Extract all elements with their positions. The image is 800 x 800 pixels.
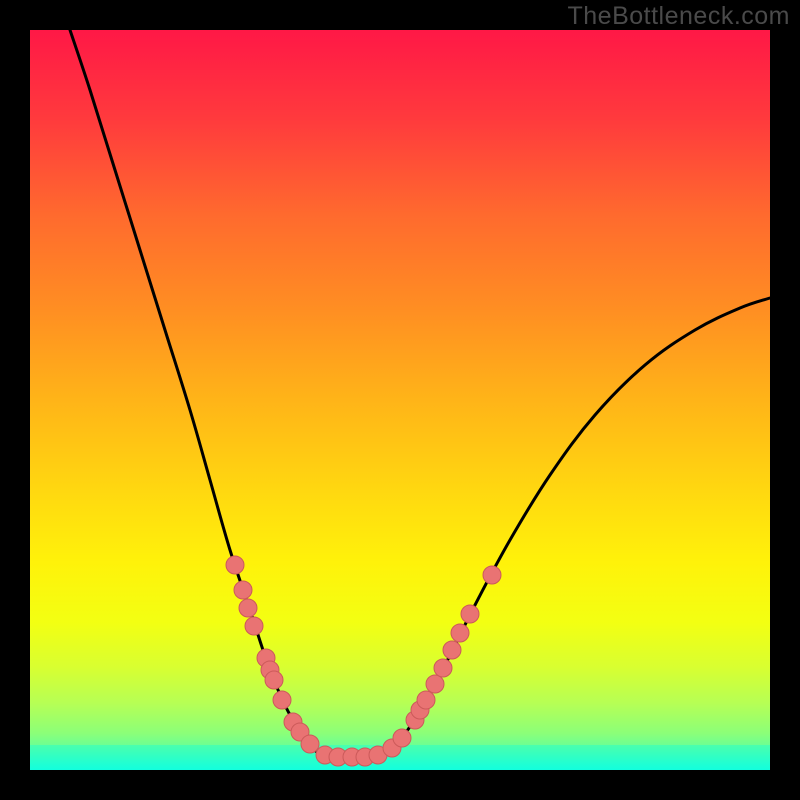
data-marker xyxy=(234,581,252,599)
plot-area xyxy=(30,30,770,770)
data-marker xyxy=(461,605,479,623)
bottleneck-curve xyxy=(70,30,770,757)
data-marker xyxy=(443,641,461,659)
data-marker xyxy=(393,729,411,747)
chart-canvas: TheBottleneck.com xyxy=(0,0,800,800)
data-marker xyxy=(265,671,283,689)
data-marker xyxy=(245,617,263,635)
marker-group xyxy=(226,556,501,766)
data-marker xyxy=(451,624,469,642)
data-marker xyxy=(483,566,501,584)
data-marker xyxy=(426,675,444,693)
data-marker xyxy=(434,659,452,677)
data-marker xyxy=(273,691,291,709)
data-marker xyxy=(226,556,244,574)
data-marker xyxy=(417,691,435,709)
watermark-text: TheBottleneck.com xyxy=(568,2,791,31)
curve-layer xyxy=(30,30,770,770)
data-marker xyxy=(239,599,257,617)
data-marker xyxy=(301,735,319,753)
